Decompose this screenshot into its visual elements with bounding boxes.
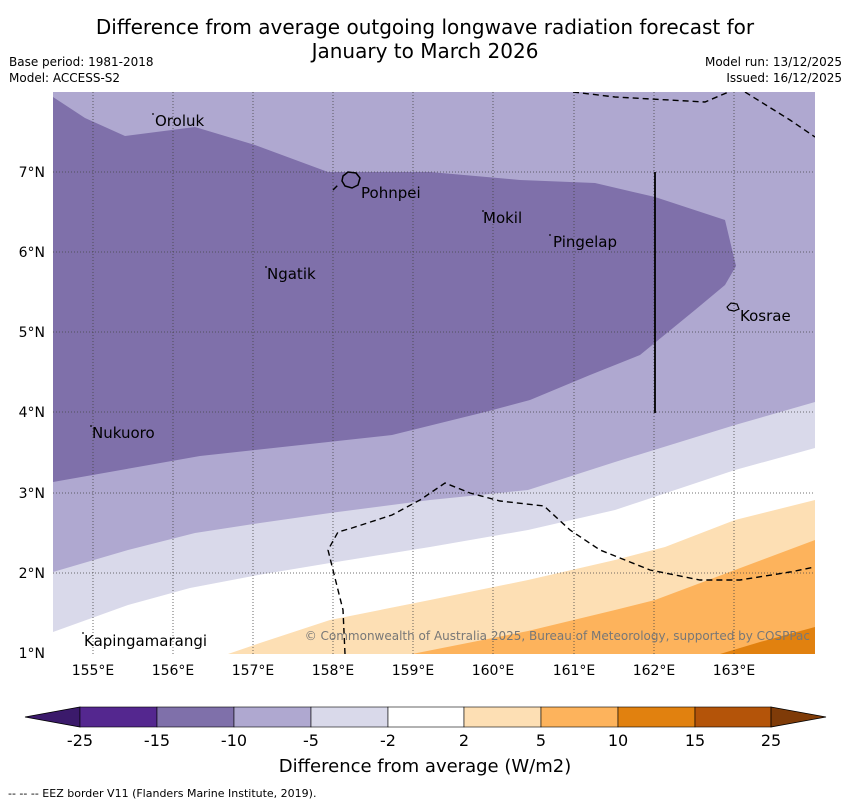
lat-tick-7n: 7°N — [19, 165, 45, 181]
band-orange — [720, 627, 815, 654]
lat-tick-5n: 5°N — [19, 325, 45, 341]
lon-tick-158e: 158°E — [312, 663, 355, 679]
kosrae-island — [726, 302, 740, 312]
colorbar-extend-high — [770, 706, 827, 728]
gridlines — [53, 92, 815, 654]
title-line-2: January to March 2026 — [311, 39, 539, 63]
lon-tick-162e: 162°E — [633, 663, 676, 679]
lon-tick-160e: 160°E — [472, 663, 515, 679]
mokil-dot — [482, 210, 484, 212]
meta-left: Base period: 1981-2018 Model: ACCESS-S2 — [9, 54, 154, 86]
label-kapingamarangi: Kapingamarangi — [84, 632, 207, 650]
label-nukuoro: Nukuoro — [92, 424, 155, 442]
pohnpei-island — [341, 171, 361, 189]
colorbar-label-1: -25 — [67, 731, 93, 750]
colorbar-extend-low — [24, 706, 81, 728]
model-run: Model run: 13/12/2025 — [704, 55, 842, 69]
base-period: Base period: 1981-2018 — [9, 55, 154, 69]
lon-tick-159e: 159°E — [392, 663, 435, 679]
colorbar-segment-5 — [387, 706, 465, 728]
lat-tick-6n: 6°N — [19, 245, 45, 261]
ngatik-dot — [265, 266, 267, 268]
colorbar-label-4: -5 — [303, 731, 319, 750]
small-atolls — [82, 113, 551, 634]
colorbar-label-10: 25 — [761, 731, 781, 750]
lat-tick-2n: 2°N — [19, 566, 45, 582]
colorbar-label-3: -10 — [221, 731, 247, 750]
colorbar-segment-6 — [463, 706, 542, 728]
colorbar-label-9: 15 — [685, 731, 705, 750]
lon-tick-161e: 161°E — [553, 663, 596, 679]
title-line-1: Difference from average outgoing longwav… — [95, 15, 755, 39]
lon-tick-163e: 163°E — [713, 663, 756, 679]
label-pohnpei: Pohnpei — [361, 184, 421, 202]
colorbar-segment-3 — [233, 706, 312, 728]
colorbar-segment-4 — [310, 706, 389, 728]
eez-footnote: -- -- -- EEZ border V11 (Flanders Marine… — [8, 787, 316, 800]
colorbar-label-2: -15 — [144, 731, 170, 750]
colorbar-segment-1 — [79, 706, 158, 728]
map-title: Difference from average outgoing longwav… — [0, 15, 850, 63]
label-oroluk: Oroluk — [155, 112, 204, 130]
colorbar-label-5: -2 — [380, 731, 396, 750]
map-plot-area — [53, 92, 815, 654]
model-name: Model: ACCESS-S2 — [9, 71, 121, 85]
band-dark-purple — [53, 97, 736, 482]
colorbar-segment-8 — [617, 706, 696, 728]
copyright-text: © Commonwealth of Australia 2025, Bureau… — [305, 629, 810, 643]
meta-right: Model run: 13/12/2025 Issued: 16/12/2025 — [705, 54, 842, 86]
band-light-orange — [412, 540, 815, 654]
oroluk-dot — [152, 113, 154, 115]
colorbar-title: Difference from average (W/m2) — [279, 756, 571, 777]
lon-tick-156e: 156°E — [152, 663, 195, 679]
lon-tick-155e: 155°E — [72, 663, 115, 679]
lat-tick-4n: 4°N — [19, 405, 45, 421]
lat-tick-3n: 3°N — [19, 486, 45, 502]
colorbar-label-6: 2 — [459, 731, 469, 750]
colorbar-label-7: 5 — [536, 731, 546, 750]
colorbar: -25 -15 -10 -5 -2 2 5 10 15 25 Differenc… — [24, 706, 827, 777]
lat-tick-1n: 1°N — [19, 646, 45, 662]
label-kosrae: Kosrae — [740, 307, 791, 325]
lon-tick-157e: 157°E — [232, 663, 275, 679]
colorbar-segment-7 — [540, 706, 619, 728]
colorbar-segment-9 — [694, 706, 772, 728]
colorbar-segment-2 — [156, 706, 235, 728]
kapingamarangi-dot — [82, 632, 84, 634]
label-pingelap: Pingelap — [553, 233, 617, 251]
nukuoro-dot — [90, 425, 92, 427]
pingelap-dot — [549, 234, 551, 236]
eez-borders — [327, 92, 815, 654]
colorbar-label-8: 10 — [608, 731, 628, 750]
issued-date: Issued: 16/12/2025 — [726, 71, 842, 85]
label-ngatik: Ngatik — [267, 265, 316, 283]
label-mokil: Mokil — [483, 209, 522, 227]
